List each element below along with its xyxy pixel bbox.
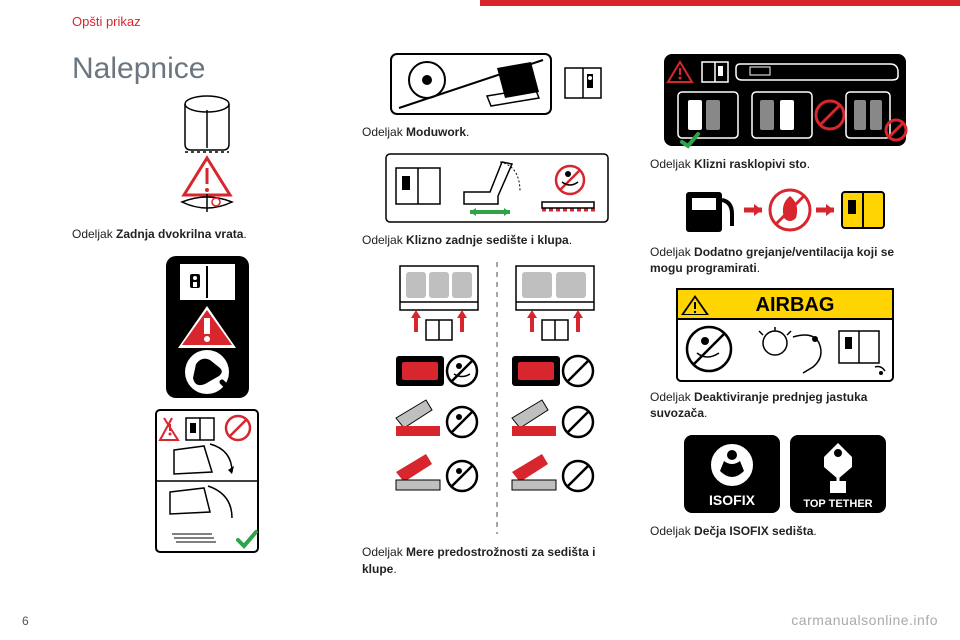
airbag-label: AIRBAG [756,294,835,316]
heater-icon [680,182,890,238]
caption-prefix: Odeljak [650,245,694,259]
seat-fold-icon [152,406,262,556]
top-tether-label: TOP TETHER [803,498,872,510]
caption-isofix: Odeljak Dečja ISOFIX sedišta. [650,523,920,539]
caption-heater: Odeljak Dodatno grejanje/ventilacija koj… [650,244,920,276]
caption-moduwork: Odeljak Moduwork. [362,124,632,140]
caption-seat-precautions: Odeljak Mere predostrožnosti za sedišta … [362,544,632,576]
caption-folding-table: Odeljak Klizni rasklopivi sto. [650,156,920,172]
caption-sliding-seat: Odeljak Klizno zadnje sedište i klupa. [362,232,632,248]
caption-prefix: Odeljak [362,125,406,139]
fig-rear-doors-warning [72,90,342,220]
manual-warning-hand-icon [160,252,255,402]
column-1: Odeljak Zadnja dvokrilna vrata. [72,90,342,560]
top-accent-bar [480,0,960,6]
airbag-icon: AIRBAG [675,287,895,383]
column-2: Odeljak Moduwork. [362,50,632,587]
caption-suffix: . [466,125,469,139]
caption-suffix: . [807,157,810,171]
caption-prefix: Odeljak [650,390,694,404]
caption-bold: Moduwork [406,125,466,139]
caption-suffix: . [569,233,572,247]
section-header: Opšti prikaz [72,14,141,29]
fig-seat-precautions [362,258,632,538]
rear-door-warning-icon [152,90,262,220]
caption-bold: Klizno zadnje sedište i klupa [406,233,569,247]
fig-airbag: AIRBAG [650,287,920,383]
page-title: Nalepnice [72,52,205,86]
fig-heater [650,182,920,238]
caption-bold: Dečja ISOFIX sedišta [694,524,813,538]
fig-sliding-seat [362,150,632,226]
caption-suffix: . [704,406,707,420]
caption-airbag: Odeljak Deaktiviranje prednjeg jastuka s… [650,389,920,421]
caption-prefix: Odeljak [362,233,406,247]
sliding-seat-icon [382,150,612,226]
fig-folding-table [650,50,920,150]
page-number: 6 [22,614,29,628]
folding-table-icon [660,50,910,150]
caption-prefix: Odeljak [650,157,694,171]
seat-precautions-icon [382,258,612,538]
fig-isofix: ISOFIX TOP TETHER [650,431,920,517]
caption-suffix: . [243,227,246,241]
watermark: carmanualsonline.info [791,612,938,628]
isofix-icon: ISOFIX TOP TETHER [680,431,890,517]
caption-bold: Klizni rasklopivi sto [694,157,807,171]
caption-suffix: . [813,524,816,538]
isofix-label: ISOFIX [709,492,756,508]
fig-moduwork [362,50,632,118]
caption-suffix: . [757,261,760,275]
page: Opšti prikaz Nalepnice Odeljak Zadnja [0,0,960,640]
caption-prefix: Odeljak [72,227,116,241]
caption-prefix: Odeljak [650,524,694,538]
moduwork-icon [387,50,607,118]
column-3: Odeljak Klizni rasklopivi sto. [650,50,920,549]
caption-bold: Zadnja dvokrilna vrata [116,227,243,241]
fig-seat-fold [72,406,342,556]
caption-rear-doors: Odeljak Zadnja dvokrilna vrata. [72,226,342,242]
fig-manual-warning-hand [72,252,342,402]
caption-prefix: Odeljak [362,545,406,559]
caption-suffix: . [393,562,396,576]
